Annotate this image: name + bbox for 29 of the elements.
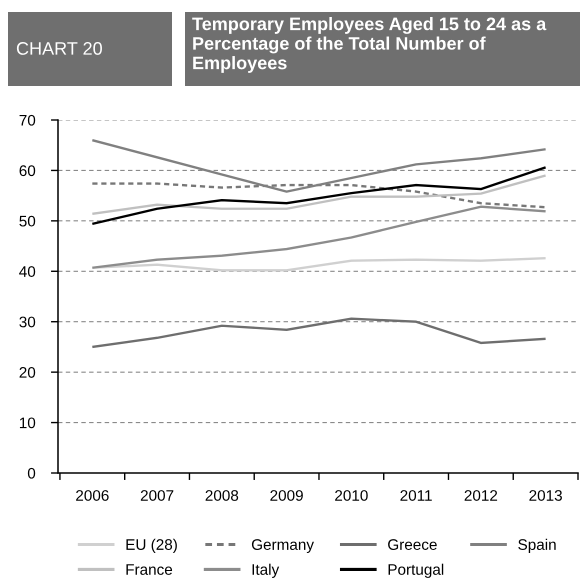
line-series bbox=[91, 256, 547, 272]
line-series bbox=[91, 318, 547, 348]
y-tick-label: 40 bbox=[19, 266, 36, 277]
line-series bbox=[91, 166, 547, 226]
x-tick-label: 2010 bbox=[335, 490, 368, 501]
legend-label: Portugal bbox=[388, 564, 444, 578]
x-tick-label: 2011 bbox=[400, 490, 432, 501]
legend-label: Germany bbox=[252, 539, 314, 553]
legend-label: France bbox=[126, 564, 172, 575]
y-tick-label: 70 bbox=[20, 114, 36, 126]
legend-label: EU (28) bbox=[126, 538, 177, 553]
x-tick-label: 2008 bbox=[206, 490, 238, 501]
y-tick-label: 50 bbox=[19, 216, 36, 227]
legend-label: Italy bbox=[252, 564, 280, 578]
y-tick-label: 0 bbox=[28, 468, 36, 479]
x-tick-label: 2013 bbox=[529, 490, 562, 501]
x-tick-label: 2006 bbox=[76, 490, 109, 501]
y-tick-label: 30 bbox=[19, 316, 36, 328]
legend-label: Spain bbox=[518, 538, 556, 553]
y-tick-label: 10 bbox=[20, 417, 36, 428]
caption: CHART 20 bbox=[16, 42, 102, 55]
line-series bbox=[91, 174, 547, 215]
x-tick-label: 2012 bbox=[464, 490, 498, 501]
chart-title: Temporary Employees Aged 15 to 24 as a Percentage of the Total Number of Employees bbox=[192, 17, 546, 73]
x-tick-label: 2009 bbox=[270, 490, 303, 501]
y-tick-label: 20 bbox=[20, 367, 36, 378]
y-tick-label: 60 bbox=[20, 165, 36, 176]
x-tick-label: 2007 bbox=[140, 490, 174, 501]
legend-label: Greece bbox=[388, 539, 437, 550]
